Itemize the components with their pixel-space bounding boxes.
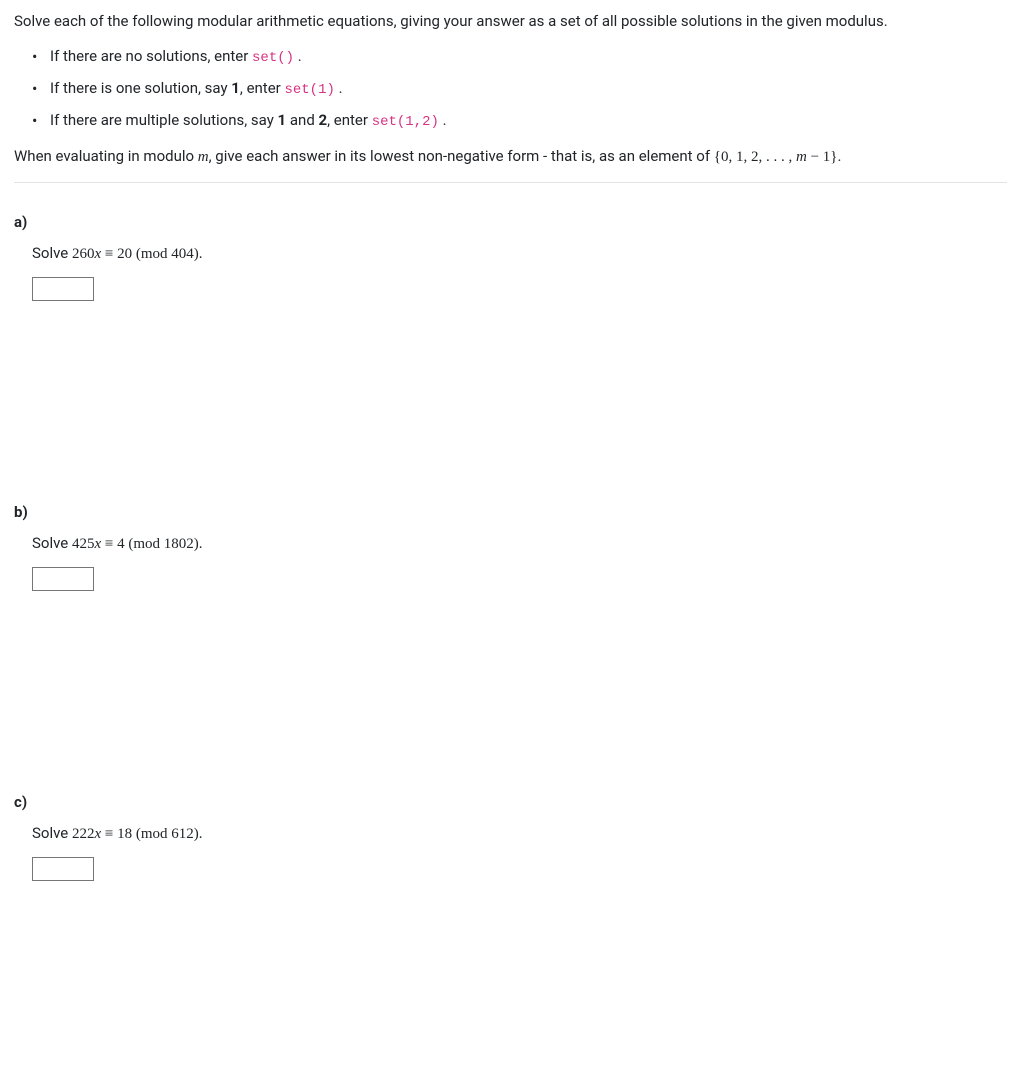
equation-c: Solve 222x ≡ 18 (mod 612).: [32, 822, 1007, 846]
bullet-text: , enter: [240, 79, 285, 97]
equation-a: Solve 260x ≡ 20 (mod 404).: [32, 242, 1007, 266]
mod-open: (mod: [132, 826, 171, 842]
bold-value: 2: [319, 111, 328, 129]
code-set-empty: set(): [252, 50, 294, 66]
bullet-multiple-solutions: If there are multiple solutions, say 1 a…: [32, 109, 1007, 133]
bold-value: 1: [278, 111, 287, 129]
bullet-text: , enter: [327, 111, 372, 129]
part-label-b: b): [14, 501, 1007, 524]
equiv: ≡: [101, 536, 117, 552]
solve-text: Solve: [32, 244, 72, 262]
bullet-text: If there are multiple solutions, say: [50, 111, 278, 129]
coef: 222: [72, 826, 95, 842]
bullet-text: .: [294, 47, 302, 65]
mod-close: ).: [194, 246, 203, 262]
part-label-a: a): [14, 211, 1007, 234]
coef: 425: [72, 536, 95, 552]
answer-input-a[interactable]: [32, 277, 94, 301]
equiv: ≡: [101, 246, 117, 262]
code-set-multi: set(1,2): [372, 114, 439, 130]
divider: [14, 182, 1007, 183]
solve-text: Solve: [32, 824, 72, 842]
part-b: b) Solve 425x ≡ 4 (mod 1802).: [14, 501, 1007, 591]
bullet-text: and: [286, 111, 318, 129]
math-set: − 1}: [807, 149, 838, 165]
math-var-m: m: [796, 149, 807, 165]
math-var-m: m: [198, 149, 209, 165]
bold-value: 1: [231, 79, 240, 97]
bullet-no-solutions: If there are no solutions, enter set() .: [32, 45, 1007, 69]
mod-open: (mod: [132, 246, 171, 262]
intro-text: Solve each of the following modular arit…: [14, 10, 1007, 33]
equiv: ≡: [101, 826, 117, 842]
modulo-instruction: When evaluating in modulo m, give each a…: [14, 145, 1007, 169]
math-set: {0, 1, 2, . . . ,: [714, 149, 796, 165]
answer-input-b[interactable]: [32, 567, 94, 591]
rhs: 20: [117, 246, 132, 262]
bullet-text: .: [335, 79, 343, 97]
mod-close: ).: [194, 826, 203, 842]
mod-close: ).: [194, 536, 203, 552]
part-c: c) Solve 222x ≡ 18 (mod 612).: [14, 791, 1007, 881]
mod-val: 612: [171, 826, 194, 842]
bullet-text: .: [439, 111, 447, 129]
mod-val: 1802: [164, 536, 194, 552]
bullet-text: If there is one solution, say: [50, 79, 231, 97]
mod-val: 404: [171, 246, 194, 262]
bullet-text: If there are no solutions, enter: [50, 47, 252, 65]
solve-text: Solve: [32, 534, 72, 552]
part-label-c: c): [14, 791, 1007, 814]
equation-b: Solve 425x ≡ 4 (mod 1802).: [32, 532, 1007, 556]
text: When evaluating in modulo: [14, 147, 198, 165]
bullet-one-solution: If there is one solution, say 1, enter s…: [32, 77, 1007, 101]
code-set-one: set(1): [284, 82, 334, 98]
answer-input-c[interactable]: [32, 857, 94, 881]
text: .: [838, 147, 842, 165]
mod-open: (mod: [125, 536, 164, 552]
rhs: 18: [117, 826, 132, 842]
text: , give each answer in its lowest non-neg…: [209, 147, 714, 165]
part-a: a) Solve 260x ≡ 20 (mod 404).: [14, 211, 1007, 301]
coef: 260: [72, 246, 95, 262]
rhs: 4: [117, 536, 125, 552]
instruction-list: If there are no solutions, enter set() .…: [14, 45, 1007, 133]
